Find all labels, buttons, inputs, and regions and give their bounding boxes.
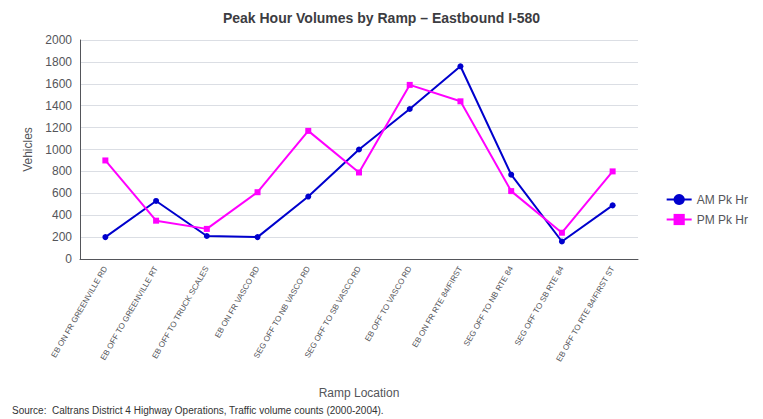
svg-text:1600: 1600: [45, 77, 72, 91]
svg-text:1400: 1400: [45, 99, 72, 113]
svg-text:2000: 2000: [45, 33, 72, 47]
svg-text:SEG OFF TO SB VASCO RD: SEG OFF TO SB VASCO RD: [303, 265, 363, 360]
svg-text:EB OFF TO RTE 84/FIRST ST: EB OFF TO RTE 84/FIRST ST: [554, 265, 616, 364]
svg-text:600: 600: [52, 186, 72, 200]
svg-text:0: 0: [65, 252, 72, 266]
svg-text:AM Pk Hr: AM Pk Hr: [697, 193, 748, 207]
svg-text:Ramp Location: Ramp Location: [319, 386, 400, 400]
svg-text:EB OFF TO VASCO RD: EB OFF TO VASCO RD: [363, 265, 414, 343]
svg-text:Peak Hour Volumes by Ramp – Ea: Peak Hour Volumes by Ramp – Eastbound I-…: [223, 10, 540, 26]
svg-text:1200: 1200: [45, 121, 72, 135]
svg-text:SEG OFF TO NB RTE 84: SEG OFF TO NB RTE 84: [462, 264, 515, 347]
svg-text:EB ON FR RTE 84/FIRST: EB ON FR RTE 84/FIRST: [410, 265, 464, 349]
svg-text:SEG OFF TO NB VASCO RD: SEG OFF TO NB VASCO RD: [252, 265, 312, 360]
svg-text:PM Pk Hr: PM Pk Hr: [697, 213, 748, 227]
svg-text:200: 200: [52, 230, 72, 244]
svg-text:EB ON FR GREENVILLE RD: EB ON FR GREENVILLE RD: [50, 265, 110, 360]
svg-text:Vehicles: Vehicles: [21, 127, 35, 172]
svg-text:EB OFF TO TRUCK SCALES: EB OFF TO TRUCK SCALES: [150, 265, 210, 361]
svg-text:800: 800: [52, 164, 72, 178]
svg-text:400: 400: [52, 208, 72, 222]
svg-text:EB OFF TO GREENVILLE RT: EB OFF TO GREENVILLE RT: [99, 265, 160, 362]
svg-text:1000: 1000: [45, 143, 72, 157]
svg-text:1800: 1800: [45, 55, 72, 69]
svg-text:SEG OFF TO SB RTE 84: SEG OFF TO SB RTE 84: [513, 264, 566, 347]
svg-text:Source: Caltrans District 4 H: Source: Caltrans District 4 Highway Oper…: [12, 405, 384, 416]
svg-text:EB ON FR VASCO RD: EB ON FR VASCO RD: [213, 265, 261, 340]
